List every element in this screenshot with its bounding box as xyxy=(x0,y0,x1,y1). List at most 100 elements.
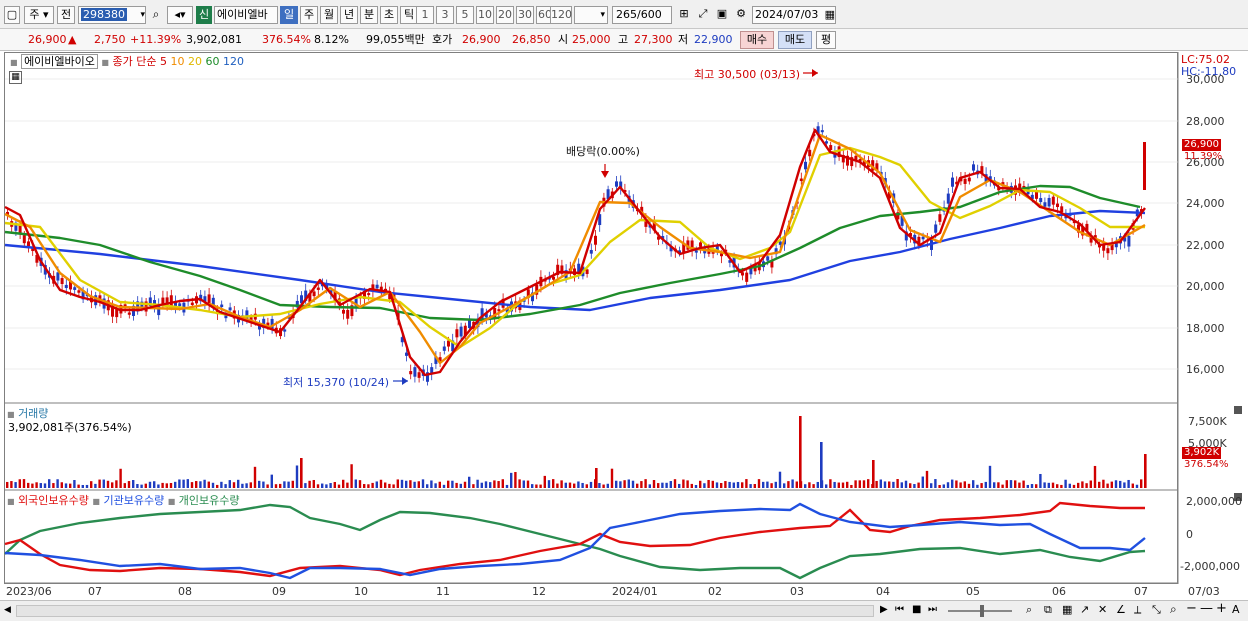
volume-title[interactable]: 거래량 xyxy=(18,407,49,420)
candle-body xyxy=(526,289,530,299)
code-input[interactable]: 298380 ▾ xyxy=(78,6,146,24)
scroll-left-icon[interactable]: ◀ xyxy=(4,605,11,615)
candle-body xyxy=(438,357,442,362)
cross-tool-icon[interactable]: ✕ xyxy=(1098,603,1108,616)
calendar-icon[interactable]: ▦ xyxy=(824,8,835,21)
panel-layout-icon[interactable]: ⧉ xyxy=(1044,603,1052,616)
minus-icon[interactable]: — xyxy=(1200,601,1213,616)
drawing-tool-icon[interactable]: ⤢ xyxy=(698,7,708,20)
gear-icon[interactable]: ⚙ xyxy=(736,7,746,20)
volume-bar xyxy=(1123,482,1126,488)
candle-body xyxy=(623,190,627,193)
window-icon[interactable]: ▢ xyxy=(4,6,20,24)
ruler-tool-icon[interactable]: ⟂ xyxy=(1134,603,1142,616)
calculator-icon[interactable]: ▦ xyxy=(9,71,22,84)
scroll-track[interactable] xyxy=(16,605,874,617)
new-badge: 신 xyxy=(196,6,212,24)
minute-1[interactable]: 1 xyxy=(416,6,434,24)
zoom-slider-handle[interactable] xyxy=(980,605,984,617)
minute-30[interactable]: 30 xyxy=(516,6,534,24)
volume-bar xyxy=(337,484,341,488)
stop-icon[interactable]: ■ xyxy=(912,604,922,615)
volume-bar xyxy=(841,482,845,488)
market-select[interactable]: 주 ▾ xyxy=(24,6,54,24)
volume-bar xyxy=(972,480,975,488)
eval-button[interactable]: 평 xyxy=(816,31,836,49)
volume-ratio: 376.54% xyxy=(262,33,311,46)
candle-body xyxy=(589,249,593,254)
scroll-right-icon[interactable]: ▶ xyxy=(880,604,888,615)
minute-5[interactable]: 5 xyxy=(456,6,474,24)
diagonal-tool-icon[interactable]: ⤡ xyxy=(1152,603,1161,616)
period-year[interactable]: 년 xyxy=(340,6,358,24)
period-second[interactable]: 초 xyxy=(380,6,398,24)
candle-body xyxy=(207,294,211,306)
candle-body xyxy=(1051,196,1055,205)
bottom-scrollbar[interactable]: ◀ ▶ ⏮ ■ ⏭ ⌕ ⧉ ▦ ↗ ✕ ∠ ⟂ ⤡ ⌕ − — + A xyxy=(0,600,1248,621)
candle-body xyxy=(585,269,589,274)
minute-10[interactable]: 10 xyxy=(476,6,494,24)
grid-icon[interactable]: ▦ xyxy=(1062,603,1073,616)
trend-tool-icon[interactable]: ↗ xyxy=(1080,603,1090,616)
candle-body xyxy=(619,181,623,188)
zoom-out-icon[interactable]: − xyxy=(1186,601,1197,616)
x-axis-end-date: 07/03 xyxy=(1188,585,1220,598)
legend-foreign[interactable]: 외국인보유수량 xyxy=(18,494,89,507)
save-icon[interactable]: ▣ xyxy=(716,7,728,20)
buy-button[interactable]: 매수 xyxy=(740,31,774,49)
volume-bar xyxy=(484,481,488,488)
dividend-marker xyxy=(601,164,609,178)
candle-body xyxy=(127,312,131,315)
candle-body xyxy=(400,337,404,343)
panel-close-icon[interactable] xyxy=(1234,493,1242,501)
open-label: 시 xyxy=(558,33,569,46)
x-label: 07 xyxy=(88,585,102,598)
date-field[interactable]: 2024/07/03 ▦ xyxy=(752,6,836,24)
legend-individual[interactable]: 개인보유수량 xyxy=(178,494,240,507)
angle-tool-icon[interactable]: ∠ xyxy=(1116,603,1126,616)
volume-bar xyxy=(333,481,336,488)
prev-button[interactable]: 전 xyxy=(57,6,75,24)
speaker-icon[interactable]: ◂▾ xyxy=(167,6,193,24)
chart-tool-icon[interactable]: ⊞ xyxy=(679,7,689,20)
period-month[interactable]: 월 xyxy=(320,6,338,24)
volume-bar xyxy=(976,484,979,488)
fast-forward-icon[interactable]: ⏭ xyxy=(928,604,937,615)
volume-bar xyxy=(1140,479,1143,488)
volume-bar xyxy=(879,479,882,488)
custom-interval-select[interactable]: ▾ xyxy=(574,6,608,24)
dividend-note: 배당락(0.00%) xyxy=(566,145,640,158)
search-icon[interactable]: ⌕ xyxy=(152,7,160,21)
search-icon[interactable]: ⌕ xyxy=(1170,602,1177,616)
volume-bar xyxy=(846,481,849,488)
candle-body xyxy=(295,300,299,308)
rewind-icon[interactable]: ⏮ xyxy=(895,604,904,615)
volume-bar xyxy=(39,483,42,488)
legend-institution[interactable]: 기관보유수량 xyxy=(103,494,165,507)
count-field[interactable]: 265/600 xyxy=(612,6,672,24)
volume-bar xyxy=(85,484,89,488)
sell-button[interactable]: 매도 xyxy=(778,31,812,49)
candle-body xyxy=(951,177,954,187)
panel-close-icon[interactable] xyxy=(1234,406,1242,414)
candle-body xyxy=(720,253,723,257)
ask-price: 26,900 xyxy=(462,33,501,46)
minute-20[interactable]: 20 xyxy=(496,6,514,24)
period-minute[interactable]: 분 xyxy=(360,6,378,24)
candle-body xyxy=(829,145,833,151)
volume-bar xyxy=(577,481,580,488)
zoom-icon[interactable]: ⌕ xyxy=(1026,603,1033,616)
period-week[interactable]: 주 xyxy=(300,6,318,24)
legend-ma-label[interactable]: 종가 단순 xyxy=(112,55,157,68)
period-day[interactable]: 일 xyxy=(280,6,298,24)
font-size-icon[interactable]: A xyxy=(1232,603,1240,616)
zoom-in-icon[interactable]: + xyxy=(1216,601,1227,616)
chart-canvas[interactable] xyxy=(0,52,1248,584)
minute-120[interactable]: 120 xyxy=(550,6,572,24)
stock-name-field[interactable]: 에이비엘바 xyxy=(214,6,278,24)
legend-stock-name[interactable]: 에이비엘바이오 xyxy=(21,54,98,69)
candle-body xyxy=(211,297,215,306)
candle-body xyxy=(715,246,719,252)
candle-body xyxy=(1056,203,1059,208)
minute-3[interactable]: 3 xyxy=(436,6,454,24)
